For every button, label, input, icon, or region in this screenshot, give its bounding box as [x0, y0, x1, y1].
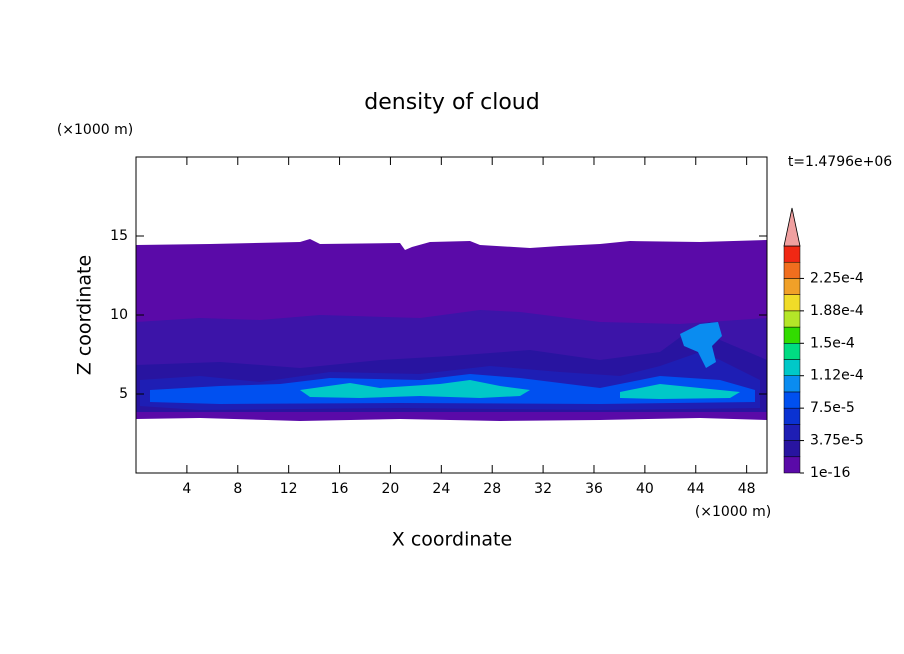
y-unit: (×1000 m)	[57, 122, 133, 138]
x-tick-label: 24	[432, 481, 450, 497]
colorbar-box	[783, 310, 801, 328]
colorbar-box	[783, 261, 801, 279]
y-axis-label: Z coordinate	[74, 255, 96, 375]
colorbar-label: 7.5e-5	[810, 400, 855, 416]
x-tick-label: 16	[331, 481, 349, 497]
colorbar-box	[783, 294, 801, 312]
x-tick-label: 4	[182, 481, 191, 497]
colorbar-box	[783, 359, 801, 376]
colorbar-box	[783, 343, 801, 360]
colorbar-box	[783, 391, 801, 409]
contour-field	[136, 239, 767, 421]
x-tick-label: 44	[687, 481, 705, 497]
cloud-plume	[680, 322, 722, 368]
colorbar-box	[783, 456, 801, 474]
cloud-peak	[300, 380, 740, 399]
x-tick-label: 28	[483, 481, 501, 497]
x-tick-label: 36	[585, 481, 603, 497]
colorbar-label: 2.25e-4	[810, 270, 864, 286]
colorbar-box	[783, 278, 801, 295]
colorbar-label: 1.5e-4	[810, 335, 855, 351]
time-annotation: t=1.4796e+06	[788, 154, 892, 170]
x-tick-label: 48	[738, 481, 756, 497]
colorbar-label: 1.88e-4	[810, 303, 864, 319]
x-unit: (×1000 m)	[695, 504, 771, 520]
x-tick-label: 32	[534, 481, 552, 497]
colorbar-box	[783, 407, 801, 425]
colorbar-box	[783, 245, 801, 263]
colorbar-label: 1e-16	[810, 465, 850, 481]
x-tick-label: 8	[233, 481, 242, 497]
colorbar-label: 3.75e-5	[810, 433, 864, 449]
chart-title: density of cloud	[364, 90, 539, 115]
colorbar-box	[783, 375, 801, 393]
colorbar-box	[783, 440, 801, 458]
x-tick-label: 20	[382, 481, 400, 497]
y-tick-label: 5	[119, 386, 128, 402]
colorbar-extend	[783, 207, 801, 247]
colorbar-label: 1.12e-4	[810, 368, 864, 384]
colorbar-box	[783, 424, 801, 441]
y-tick-label: 10	[110, 307, 128, 323]
x-tick-label: 40	[636, 481, 654, 497]
colorbar-box	[783, 326, 801, 344]
x-tick-label: 12	[280, 481, 298, 497]
x-axis-label: X coordinate	[392, 529, 512, 551]
y-tick-label: 15	[110, 228, 128, 244]
